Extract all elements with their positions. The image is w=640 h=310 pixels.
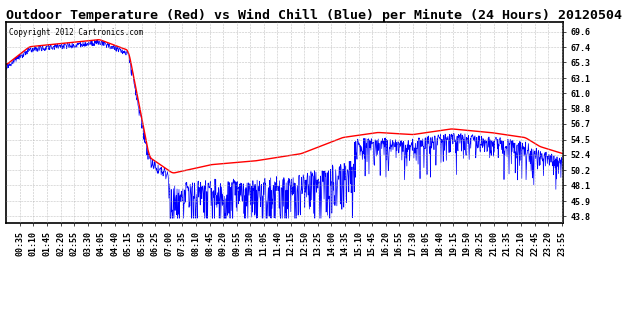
Text: Outdoor Temperature (Red) vs Wind Chill (Blue) per Minute (24 Hours) 20120504: Outdoor Temperature (Red) vs Wind Chill … bbox=[6, 9, 622, 22]
Text: Copyright 2012 Cartronics.com: Copyright 2012 Cartronics.com bbox=[9, 28, 143, 37]
